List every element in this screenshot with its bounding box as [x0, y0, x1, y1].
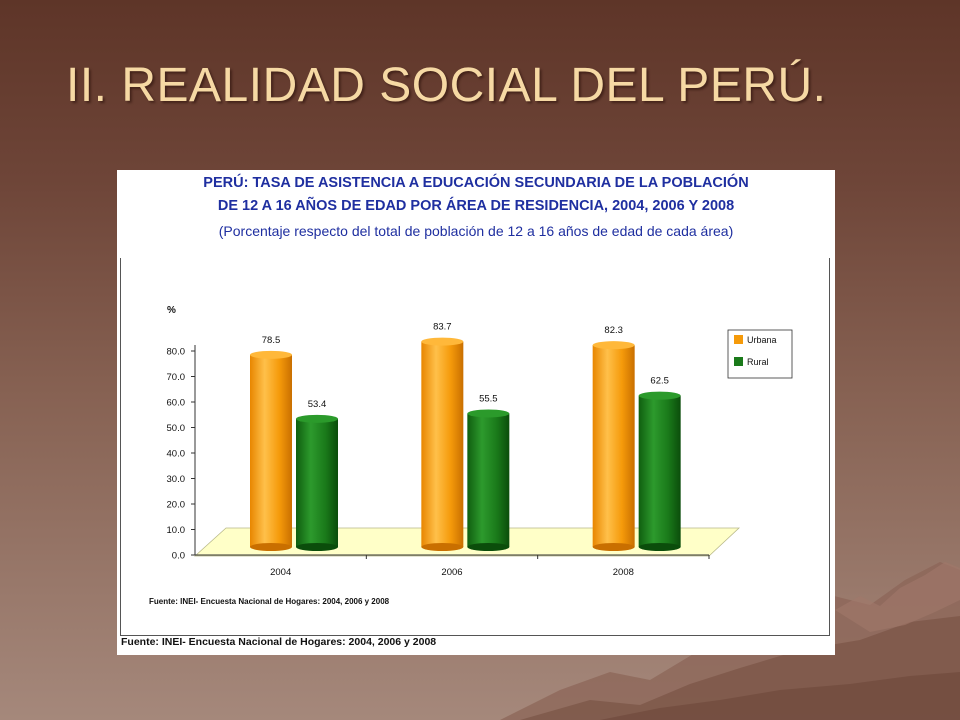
y-tick-label: 0.0 — [172, 551, 185, 562]
y-tick-label: 60.0 — [167, 398, 186, 409]
footer-source: Fuente: INEI- Encuesta Nacional de Hogar… — [121, 636, 437, 648]
legend-swatch-rural — [734, 357, 743, 366]
bar-top — [250, 350, 292, 359]
bar-base — [296, 543, 338, 551]
bar-urbana-2006 — [421, 341, 464, 547]
legend-label-rural: Rural — [747, 357, 769, 367]
bar-rural-2004 — [296, 418, 338, 547]
bar-top — [296, 414, 338, 423]
y-tick-label: 10.0 — [167, 525, 186, 536]
bar-base — [467, 543, 510, 551]
chart-title-line-1: PERÚ: TASA DE ASISTENCIA A EDUCACIÓN SEC… — [203, 175, 749, 191]
bar-rural-2006 — [467, 413, 510, 547]
bar-base — [250, 543, 292, 551]
bar-urbana-2004 — [250, 354, 292, 547]
y-tick-label: 30.0 — [167, 474, 186, 485]
y-tick-label: 80.0 — [167, 347, 186, 358]
y-tick-label: 50.0 — [167, 423, 186, 434]
y-tick-label: 70.0 — [167, 372, 186, 383]
bar-chart: % 0.0 10.0 20.0 30.0 40.0 50.0 60.0 70.0 80.0 2004… — [149, 305, 793, 606]
bar-top — [421, 337, 464, 346]
y-axis-label: % — [167, 305, 176, 316]
x-tick-label: 2004 — [270, 567, 291, 578]
data-label: 82.3 — [604, 325, 623, 336]
chart-title-line-2: DE 12 A 16 AÑOS DE EDAD POR ÁREA DE RESI… — [217, 198, 735, 214]
bar-base — [638, 543, 681, 551]
bar-rural-2008 — [638, 395, 681, 547]
data-label: 55.5 — [479, 393, 498, 404]
bar-base — [592, 543, 635, 551]
inner-source-note: Fuente: INEI- Encuesta Nacional de Hogar… — [149, 597, 390, 606]
x-tick-label: 2006 — [441, 567, 462, 578]
bar-base — [421, 543, 464, 551]
y-tick-label: 40.0 — [167, 449, 186, 460]
slide-title: II. REALIDAD SOCIAL DEL PERÚ. — [66, 59, 827, 112]
plot-frame — [120, 258, 830, 636]
x-tick-label: 2008 — [613, 567, 634, 578]
bar-top — [467, 409, 510, 418]
data-label: 62.5 — [650, 376, 669, 387]
data-label: 53.4 — [308, 399, 327, 410]
y-tick-label: 20.0 — [167, 500, 186, 511]
data-label: 78.5 — [262, 335, 281, 346]
legend-swatch-urbana — [734, 335, 743, 344]
bar-top — [592, 341, 635, 350]
legend-label-urbana: Urbana — [747, 335, 777, 345]
bar-top — [638, 391, 681, 400]
chart-card: PERÚ: TASA DE ASISTENCIA A EDUCACIÓN SEC… — [117, 170, 835, 655]
data-label: 83.7 — [433, 322, 452, 333]
chart-subtitle: (Porcentaje respecto del total de poblac… — [218, 223, 734, 239]
bar-urbana-2008 — [592, 345, 635, 547]
